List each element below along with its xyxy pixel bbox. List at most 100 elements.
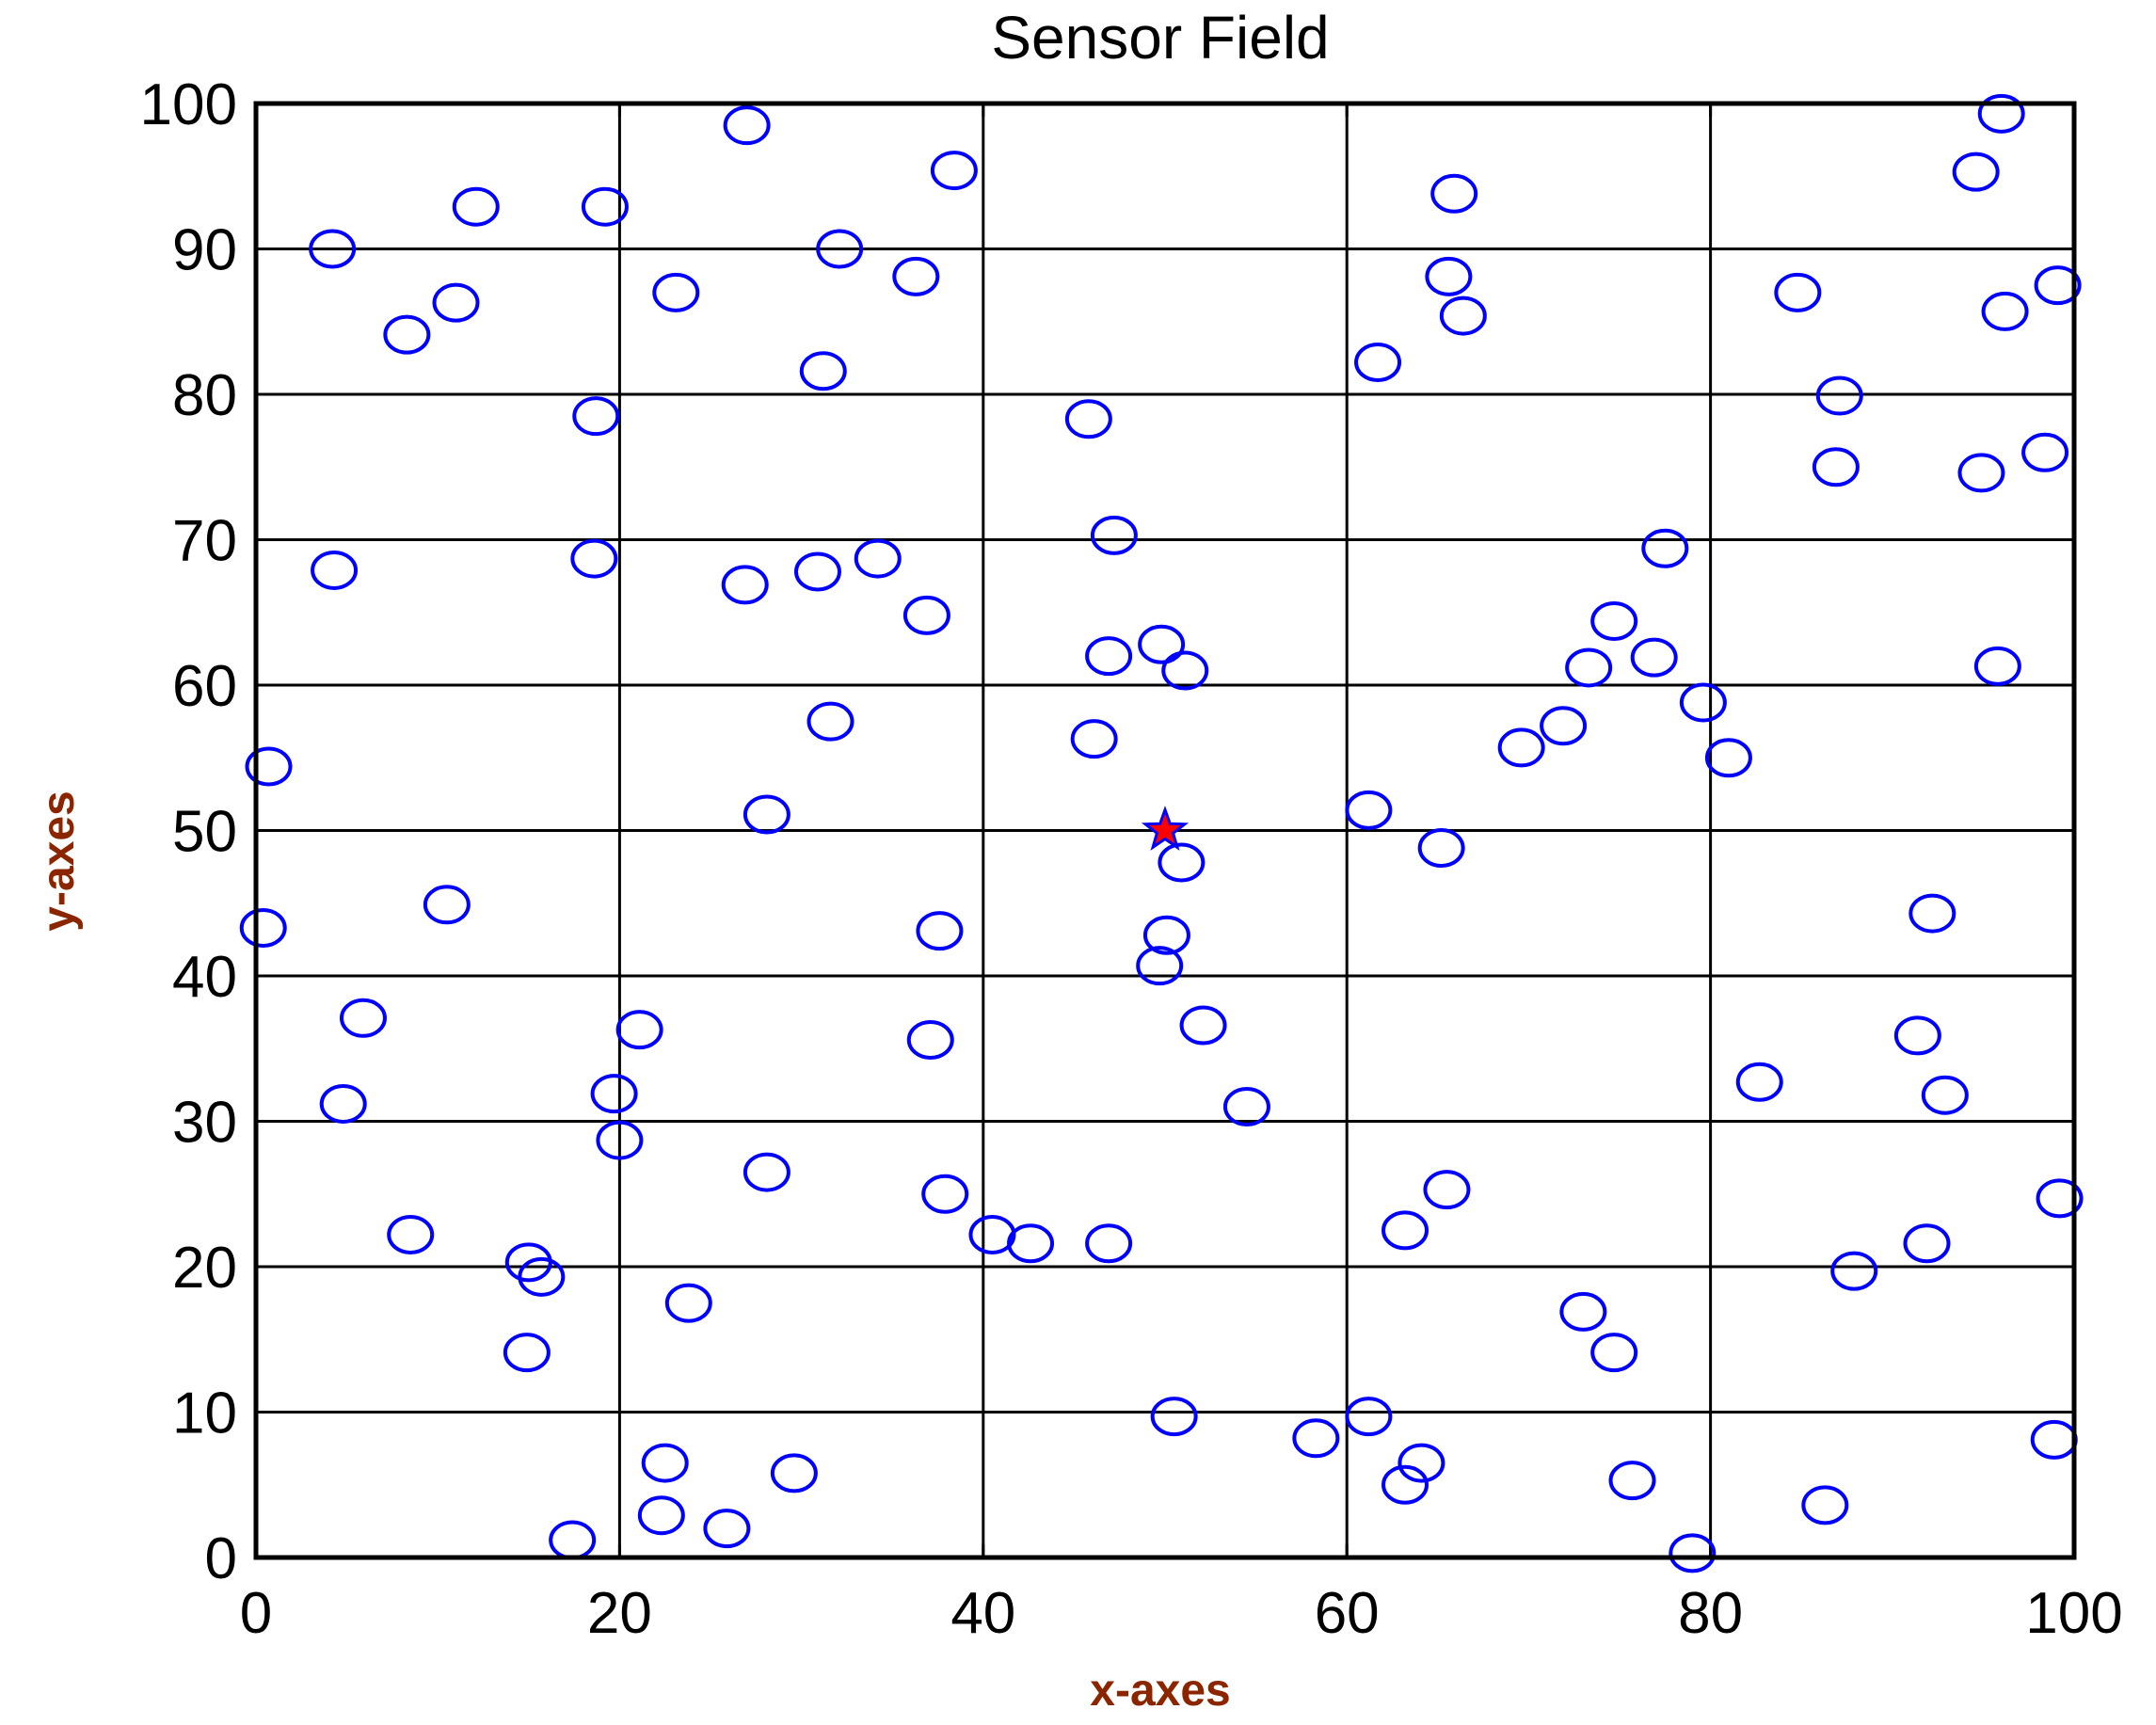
sensor-node-point	[1590, 1333, 1638, 1373]
sensor-node-point	[1641, 528, 1689, 568]
sensor-node-point	[892, 256, 940, 296]
sensor-node-point	[383, 314, 431, 355]
sensor-node-point	[816, 229, 864, 269]
sensor-node-point	[570, 538, 618, 579]
sensor-node-point	[1608, 1461, 1656, 1501]
sensor-node-point	[1381, 1464, 1429, 1505]
plot-area-frame	[253, 101, 2077, 1560]
sensor-node-point	[1090, 515, 1138, 555]
sensor-node-point	[549, 1520, 597, 1560]
x-tick-label: 60	[1315, 1581, 1380, 1646]
sensor-node-point	[854, 538, 902, 579]
sensor-node-point	[1381, 1210, 1429, 1251]
sensor-node-point	[1150, 1397, 1198, 1437]
sensor-node-point	[1085, 636, 1133, 677]
sensor-node-point	[902, 595, 950, 635]
sensor-node-point	[743, 794, 791, 835]
x-tick-label: 40	[950, 1581, 1015, 1646]
sensor-node-point	[1559, 1291, 1607, 1332]
sensor-node-point	[723, 105, 771, 146]
sensor-node-point	[1669, 1533, 1717, 1573]
sensor-node-point	[807, 701, 854, 742]
sensor-node-point	[1085, 1223, 1133, 1264]
sensor-node-point	[1161, 650, 1209, 691]
x-tick-label: 0	[240, 1581, 272, 1646]
sensor-node-point	[1801, 1485, 1849, 1525]
sensor-node-point	[906, 1019, 954, 1060]
sensor-node-point	[1973, 646, 2021, 686]
sensor-node-point	[1292, 1418, 1340, 1459]
sensor-node-point	[1921, 1075, 1969, 1115]
sensor-node-point	[743, 1152, 791, 1192]
sensor-points	[239, 93, 2084, 1573]
sensor-node-point	[1345, 790, 1393, 830]
sensor-node-point	[721, 565, 769, 605]
sensor-node-point	[968, 1215, 1016, 1255]
sensor-node-point	[1630, 637, 1678, 678]
sensor-node-point	[2021, 432, 2069, 472]
sensor-node-point	[1070, 719, 1118, 759]
sensor-node-point	[1007, 1223, 1055, 1264]
sensor-node-point	[581, 186, 629, 227]
sensor-node-point	[1430, 173, 1478, 214]
sensor-node-point	[309, 229, 357, 269]
sensor-node-point	[1345, 1397, 1393, 1437]
sensor-node-point	[311, 550, 359, 590]
sensor-node-point	[319, 1083, 367, 1124]
sensor-node-point	[1893, 1015, 1941, 1056]
y-tick-label: 40	[172, 945, 237, 1010]
y-tick-label: 80	[172, 363, 237, 428]
sensor-node-point	[1354, 343, 1402, 383]
sensor-node-point	[1179, 1005, 1227, 1046]
sensor-node-point	[930, 151, 978, 191]
sensor-node-point	[1830, 1251, 1878, 1291]
sensor-node-point	[1565, 647, 1613, 688]
y-tick-label: 50	[172, 800, 237, 865]
sensor-node-point	[799, 351, 847, 391]
sensor-node-point	[2034, 265, 2082, 306]
y-tick-label: 20	[172, 1236, 237, 1301]
y-tick-label: 10	[172, 1382, 237, 1446]
sensor-node-point	[1903, 1223, 1951, 1264]
sensor-node-point	[1439, 295, 1487, 336]
y-tick-label: 0	[205, 1526, 237, 1591]
sensor-node-point	[1540, 706, 1588, 746]
sensor-node-point	[387, 1215, 435, 1255]
sensor-node-point	[703, 1509, 751, 1549]
sensor-node-point	[503, 1333, 551, 1373]
sensor-node-point	[1425, 256, 1473, 296]
x-tick-label: 20	[587, 1581, 652, 1646]
sensor-node-point	[1423, 1170, 1471, 1210]
sensor-node-point	[637, 1495, 685, 1536]
x-tick-label: 100	[2025, 1581, 2122, 1646]
sensor-node-point	[1497, 727, 1545, 768]
y-tick-label: 30	[172, 1091, 237, 1156]
sensor-node-point	[641, 1443, 689, 1483]
sensor-node-point	[770, 1453, 818, 1493]
sensor-node-point	[596, 1120, 644, 1160]
sensor-node-point	[615, 1010, 663, 1050]
sensor-node-point	[1977, 93, 2025, 134]
sensor-node-point	[1774, 272, 1822, 312]
sensor-node-point	[1981, 291, 2029, 331]
y-tick-label: 70	[172, 509, 237, 574]
sensor-node-point	[921, 1174, 969, 1214]
sensor-node-point	[2036, 1178, 2084, 1219]
x-tick-label: 80	[1678, 1581, 1743, 1646]
sensor-node-point	[793, 551, 841, 592]
sensor-node-point	[1417, 828, 1465, 869]
y-tick-label: 60	[172, 654, 237, 719]
sensor-node-point	[1735, 1062, 1783, 1102]
base-station-marker	[1141, 806, 1190, 851]
sensor-node-point	[518, 1256, 566, 1297]
sensor-node-point	[1590, 601, 1638, 642]
sensor-node-point	[1908, 893, 1956, 934]
sensor-node-point	[1222, 1087, 1270, 1127]
y-axis-label: y-axes	[34, 791, 84, 931]
sensor-node-point	[572, 396, 620, 437]
sensor-node-point	[239, 908, 287, 949]
sensor-node-point	[452, 186, 500, 227]
sensor-node-point	[1158, 842, 1206, 883]
sensor-node-point	[1064, 399, 1112, 439]
sensor-node-point	[245, 746, 293, 787]
